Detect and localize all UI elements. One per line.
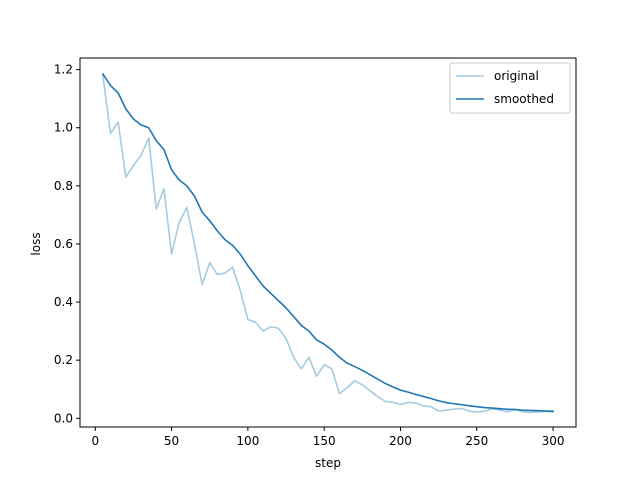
x-tick-label: 100 (236, 434, 259, 448)
x-tick-label: 0 (91, 434, 99, 448)
legend-label-original: original (494, 69, 539, 83)
y-tick-label: 0.8 (54, 179, 73, 193)
y-tick-label: 0.6 (54, 237, 73, 251)
y-axis-label: loss (29, 232, 43, 255)
axes: 0 50 100 150 200 250 300 0.0 0.2 0.4 0.6 0.8 1.0 1.2 (54, 57, 577, 448)
y-tick-label: 0.4 (54, 295, 73, 309)
y-tick-label: 0.2 (54, 353, 73, 367)
y-tick-label: 1.0 (54, 121, 73, 135)
x-tick-label: 300 (542, 434, 565, 448)
x-tick-label: 200 (389, 434, 412, 448)
x-tick-label: 150 (313, 434, 336, 448)
axes-frame (79, 57, 577, 428)
series-line-original (101, 74, 554, 414)
x-tick-label: 50 (164, 434, 179, 448)
series-line-smoothed (101, 72, 554, 413)
x-tick-label: 250 (465, 434, 488, 448)
y-tick-label: 0.0 (54, 411, 73, 425)
x-axis-label: step (315, 456, 341, 470)
y-tick-label: 1.2 (54, 63, 73, 77)
legend-label-smoothed: smoothed (494, 92, 554, 106)
plot-area (101, 72, 554, 414)
legend: original smoothed (449, 62, 571, 114)
